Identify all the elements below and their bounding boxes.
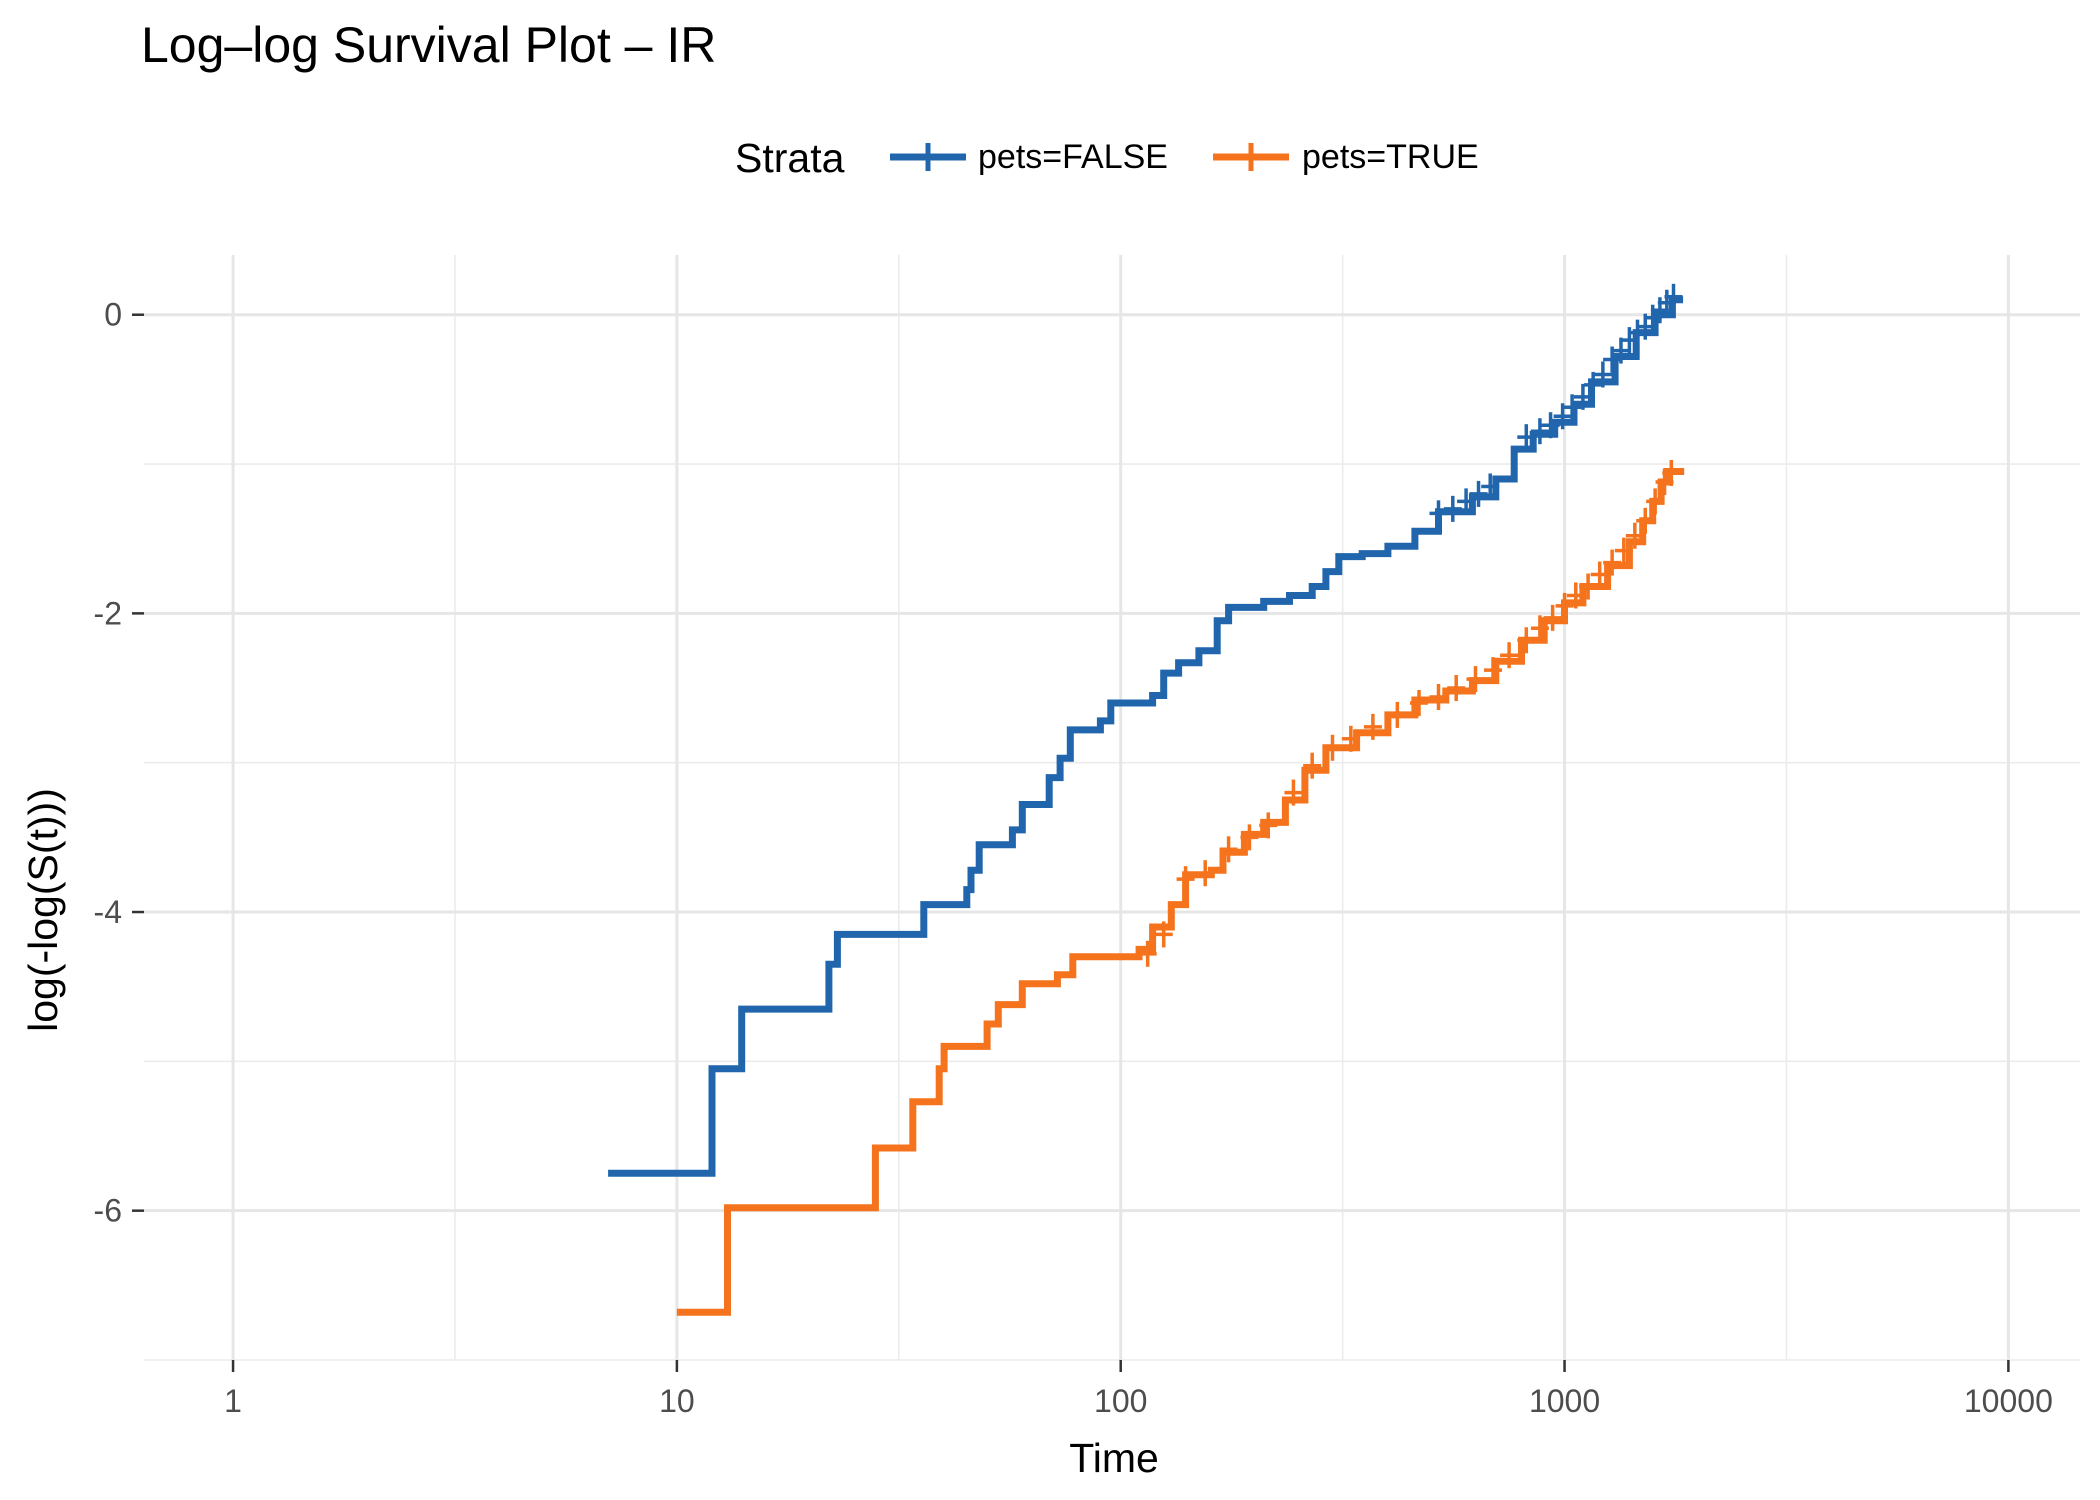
y-axis: 0 -2 -4 -6 bbox=[94, 297, 144, 1229]
legend-key-pets-false bbox=[890, 143, 966, 171]
x-tick-label: 1 bbox=[224, 1383, 242, 1419]
y-tick-label: -4 bbox=[94, 894, 122, 930]
legend-label-pets-true: pets=TRUE bbox=[1302, 138, 1479, 176]
legend-title: Strata bbox=[735, 135, 845, 181]
x-tick-label: 100 bbox=[1094, 1383, 1147, 1419]
x-tick-label: 1000 bbox=[1529, 1383, 1600, 1419]
legend-label-pets-false: pets=FALSE bbox=[978, 138, 1168, 176]
y-tick-label: -2 bbox=[94, 595, 122, 631]
series-pets-true bbox=[676, 460, 1685, 1316]
grid-minor bbox=[144, 255, 2080, 1361]
x-tick-label: 10000 bbox=[1964, 1383, 2053, 1419]
legend-key-pets-true bbox=[1213, 143, 1289, 171]
x-tick-label: 10 bbox=[659, 1383, 695, 1419]
series-line-pets-false bbox=[608, 296, 1684, 1177]
y-axis-title: log(-log(S(t))) bbox=[20, 788, 66, 1032]
series-pets-false bbox=[608, 283, 1684, 1177]
x-axis: 1 10 100 1000 10000 bbox=[224, 1360, 2053, 1419]
y-tick-label: -6 bbox=[94, 1193, 122, 1229]
legend: Strata pets=FALSE pets=TRUE bbox=[735, 135, 1479, 181]
x-axis-title: Time bbox=[1069, 1435, 1159, 1481]
series-layer bbox=[608, 283, 1685, 1316]
chart-title: Log–log Survival Plot – IR bbox=[141, 17, 716, 73]
y-tick-label: 0 bbox=[104, 297, 122, 333]
